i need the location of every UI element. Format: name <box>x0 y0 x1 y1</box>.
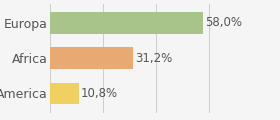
Bar <box>50 12 203 34</box>
Bar <box>50 83 79 104</box>
Text: 10,8%: 10,8% <box>81 87 118 100</box>
Text: 58,0%: 58,0% <box>205 16 242 30</box>
Text: 31,2%: 31,2% <box>135 52 172 65</box>
Bar <box>50 47 133 69</box>
